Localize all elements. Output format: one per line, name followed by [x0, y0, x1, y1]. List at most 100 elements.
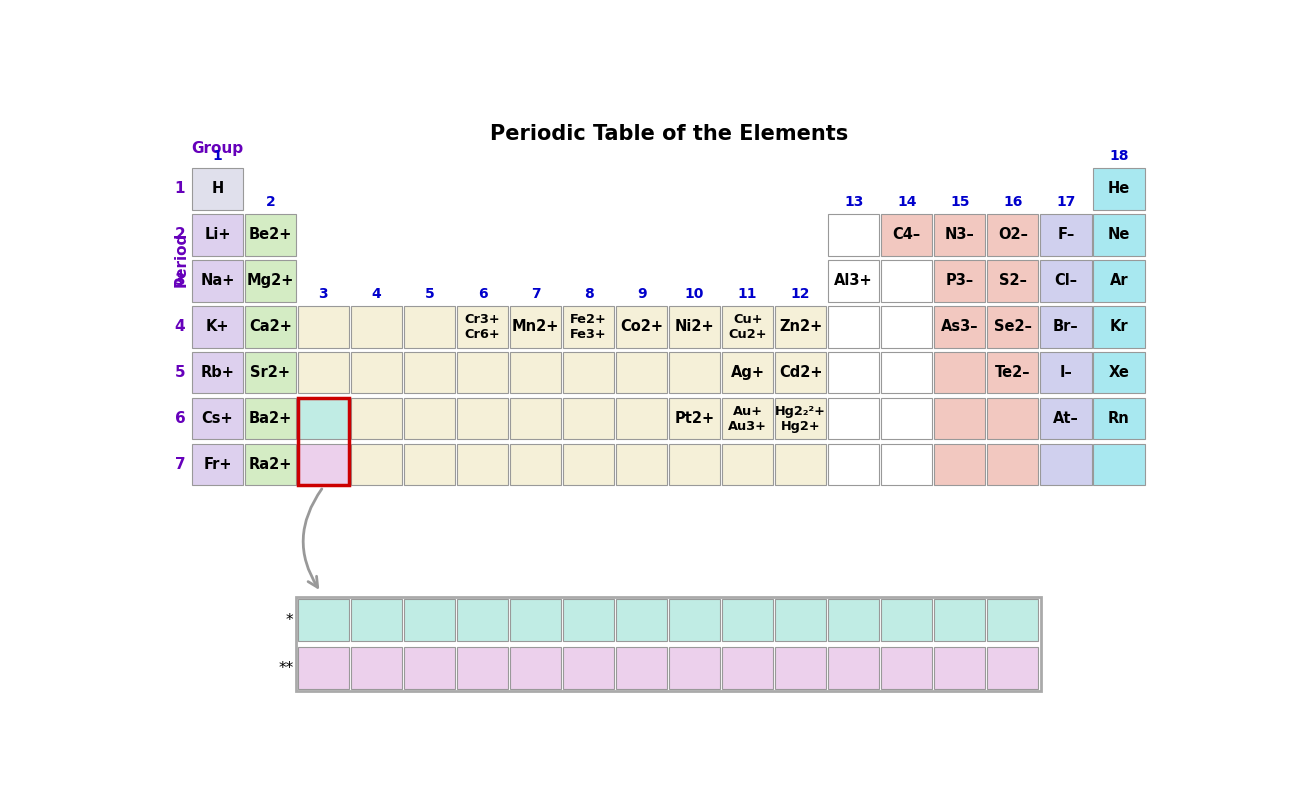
Text: Xe: Xe — [1109, 365, 1130, 380]
Bar — [933, 600, 985, 642]
Text: *: * — [286, 613, 294, 628]
Bar — [563, 398, 615, 440]
Bar — [775, 647, 827, 689]
Text: Rn: Rn — [1108, 411, 1130, 426]
Bar — [933, 352, 985, 393]
Text: 5: 5 — [174, 365, 186, 380]
Text: 18: 18 — [1109, 149, 1128, 163]
Bar — [933, 398, 985, 440]
Text: Te2–: Te2– — [994, 365, 1031, 380]
Text: O2–: O2– — [998, 227, 1028, 242]
Bar — [1040, 352, 1092, 393]
Text: F–: F– — [1057, 227, 1074, 242]
Bar — [775, 305, 827, 347]
Text: I–: I– — [1060, 365, 1072, 380]
Text: 7: 7 — [174, 457, 186, 472]
Text: 4: 4 — [372, 287, 381, 301]
Text: K+: K+ — [205, 319, 229, 334]
Text: Co2+: Co2+ — [620, 319, 663, 334]
Bar — [987, 214, 1039, 255]
Text: 16: 16 — [1004, 195, 1023, 209]
Text: Ba2+: Ba2+ — [248, 411, 292, 426]
Text: 6: 6 — [477, 287, 488, 301]
Bar — [298, 647, 350, 689]
Bar — [987, 352, 1039, 393]
Bar — [351, 398, 402, 440]
Text: Cs+: Cs+ — [202, 411, 233, 426]
Bar — [244, 305, 296, 347]
Bar — [881, 305, 932, 347]
Bar — [563, 305, 615, 347]
Text: 3: 3 — [318, 287, 328, 301]
Bar — [775, 352, 827, 393]
Text: Cl–: Cl– — [1054, 273, 1078, 288]
Bar — [881, 398, 932, 440]
Text: 6: 6 — [174, 411, 186, 426]
Text: As3–: As3– — [941, 319, 979, 334]
Text: Be2+: Be2+ — [248, 227, 292, 242]
Bar — [670, 305, 720, 347]
Bar — [881, 214, 932, 255]
Bar — [563, 647, 615, 689]
Text: 13: 13 — [844, 195, 863, 209]
Bar — [404, 600, 455, 642]
Bar — [933, 259, 985, 301]
Text: Na+: Na+ — [200, 273, 234, 288]
Bar — [881, 600, 932, 642]
Bar — [404, 444, 455, 486]
Bar — [670, 600, 720, 642]
Bar — [828, 398, 879, 440]
Bar — [616, 444, 667, 486]
Bar — [456, 352, 508, 393]
Bar — [775, 600, 827, 642]
Bar — [191, 398, 243, 440]
Bar — [510, 352, 562, 393]
Text: N3–: N3– — [945, 227, 975, 242]
Text: At–: At– — [1053, 411, 1079, 426]
Bar — [456, 444, 508, 486]
Bar — [987, 647, 1039, 689]
Bar — [404, 647, 455, 689]
Bar — [616, 398, 667, 440]
Bar — [298, 398, 350, 440]
Bar — [828, 647, 879, 689]
Bar — [191, 259, 243, 301]
Bar — [351, 352, 402, 393]
Bar — [987, 600, 1039, 642]
Text: H: H — [212, 181, 224, 196]
Bar — [563, 600, 615, 642]
Text: Cd2+: Cd2+ — [779, 365, 823, 380]
Bar — [828, 444, 879, 486]
Text: Sr2+: Sr2+ — [251, 365, 290, 380]
Bar — [1040, 398, 1092, 440]
Text: He: He — [1108, 181, 1130, 196]
Bar — [510, 305, 562, 347]
Bar — [298, 444, 350, 486]
Bar — [616, 647, 667, 689]
Text: Periodic Table of the Elements: Periodic Table of the Elements — [490, 123, 848, 144]
Bar — [244, 398, 296, 440]
Bar — [351, 600, 402, 642]
Bar — [828, 214, 879, 255]
Bar — [828, 600, 879, 642]
Bar — [298, 352, 350, 393]
Text: Au3+: Au3+ — [728, 419, 767, 433]
Text: Ag+: Ag+ — [731, 365, 764, 380]
Bar — [933, 647, 985, 689]
Bar — [1040, 444, 1092, 486]
Text: Br–: Br– — [1053, 319, 1079, 334]
Bar — [828, 305, 879, 347]
Bar — [298, 600, 350, 642]
Bar — [722, 305, 774, 347]
Text: 10: 10 — [685, 287, 705, 301]
Text: Group: Group — [191, 142, 243, 157]
Bar — [1093, 444, 1144, 486]
Bar — [563, 352, 615, 393]
Bar — [510, 398, 562, 440]
Text: Al3+: Al3+ — [835, 273, 874, 288]
Text: Rb+: Rb+ — [200, 365, 234, 380]
Bar — [828, 259, 879, 301]
Text: Fe3+: Fe3+ — [571, 327, 607, 341]
Bar — [510, 444, 562, 486]
Bar — [191, 352, 243, 393]
